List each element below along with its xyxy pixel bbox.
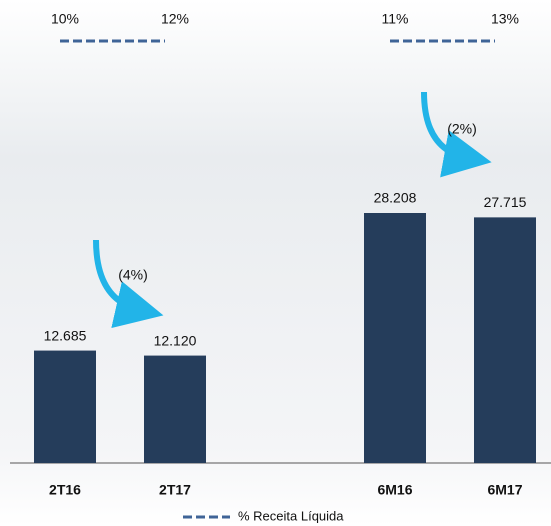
annotation: (4%) bbox=[118, 267, 148, 283]
legend-label: % Receita Líquida bbox=[238, 508, 344, 523]
x-tick-label: 2T17 bbox=[159, 482, 191, 498]
value-label: 12.685 bbox=[44, 327, 87, 343]
percent-label: 11% bbox=[382, 11, 409, 27]
percent-label: 10% bbox=[51, 11, 79, 27]
x-tick-label: 6M17 bbox=[487, 482, 522, 498]
annotation: (2%) bbox=[447, 121, 477, 137]
percent-label: 13% bbox=[491, 11, 519, 27]
bar bbox=[144, 355, 206, 463]
arrow bbox=[421, 91, 492, 178]
percent-label: 12% bbox=[161, 11, 189, 27]
value-label: 27.715 bbox=[484, 194, 527, 210]
arrow bbox=[93, 239, 164, 329]
x-tick-label: 6M16 bbox=[377, 482, 412, 498]
value-label: 28.208 bbox=[374, 190, 417, 206]
x-tick-label: 2T16 bbox=[49, 482, 81, 498]
bar bbox=[474, 217, 536, 463]
value-label: 12.120 bbox=[154, 332, 197, 348]
bar bbox=[364, 213, 426, 463]
bar bbox=[34, 350, 96, 463]
